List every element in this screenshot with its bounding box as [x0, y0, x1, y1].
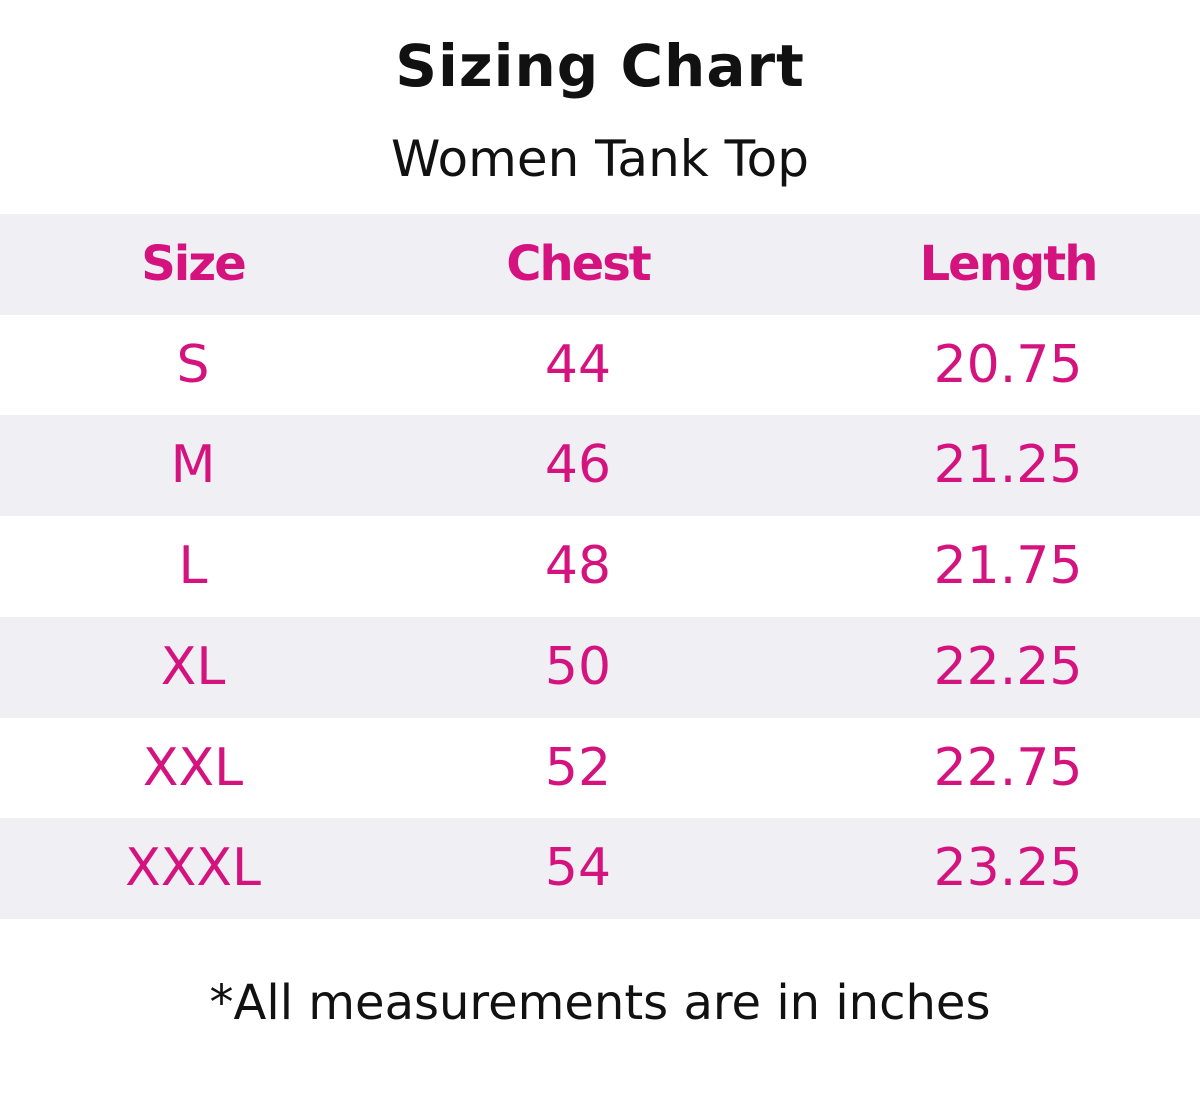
column-header: Size	[141, 236, 247, 292]
title: Sizing Chart	[395, 32, 805, 100]
table-cell: XL	[160, 636, 226, 697]
table-cell: 21.75	[933, 536, 1083, 597]
table-row: S 44 20.75	[0, 315, 1200, 416]
table-cell: XXL	[142, 737, 244, 798]
table-cell: 52	[544, 737, 612, 798]
header-row: Size Chest Length	[0, 214, 1200, 315]
table-cell: XXXL	[125, 838, 261, 899]
table-cell: 46	[544, 435, 612, 496]
table-row: L 48 21.75	[0, 516, 1200, 617]
table-cell: 54	[544, 838, 612, 899]
table-row: XXXL 54 23.25	[0, 818, 1200, 920]
table-cell: 50	[544, 636, 612, 697]
table-cell: 22.75	[933, 737, 1083, 798]
table-cell: M	[170, 435, 216, 496]
table-cell: 20.75	[933, 334, 1083, 395]
table-cell: 23.25	[933, 838, 1083, 899]
column-header: Chest	[506, 236, 651, 292]
table-row: M 46 21.25	[0, 415, 1200, 517]
column-header: Length	[919, 236, 1099, 292]
table-row: XL 50 22.25	[0, 616, 1200, 718]
table-cell: 21.25	[933, 435, 1083, 496]
footnote: *All measurements are in inches	[209, 975, 991, 1031]
table-cell: S	[176, 334, 210, 395]
table-cell: 44	[544, 334, 612, 395]
table-row: XXL 52 22.75	[0, 718, 1200, 819]
table-cell: L	[178, 536, 208, 597]
subtitle: Women Tank Top	[391, 130, 809, 188]
table-cell: 22.25	[933, 636, 1083, 697]
table-cell: 48	[544, 536, 612, 597]
